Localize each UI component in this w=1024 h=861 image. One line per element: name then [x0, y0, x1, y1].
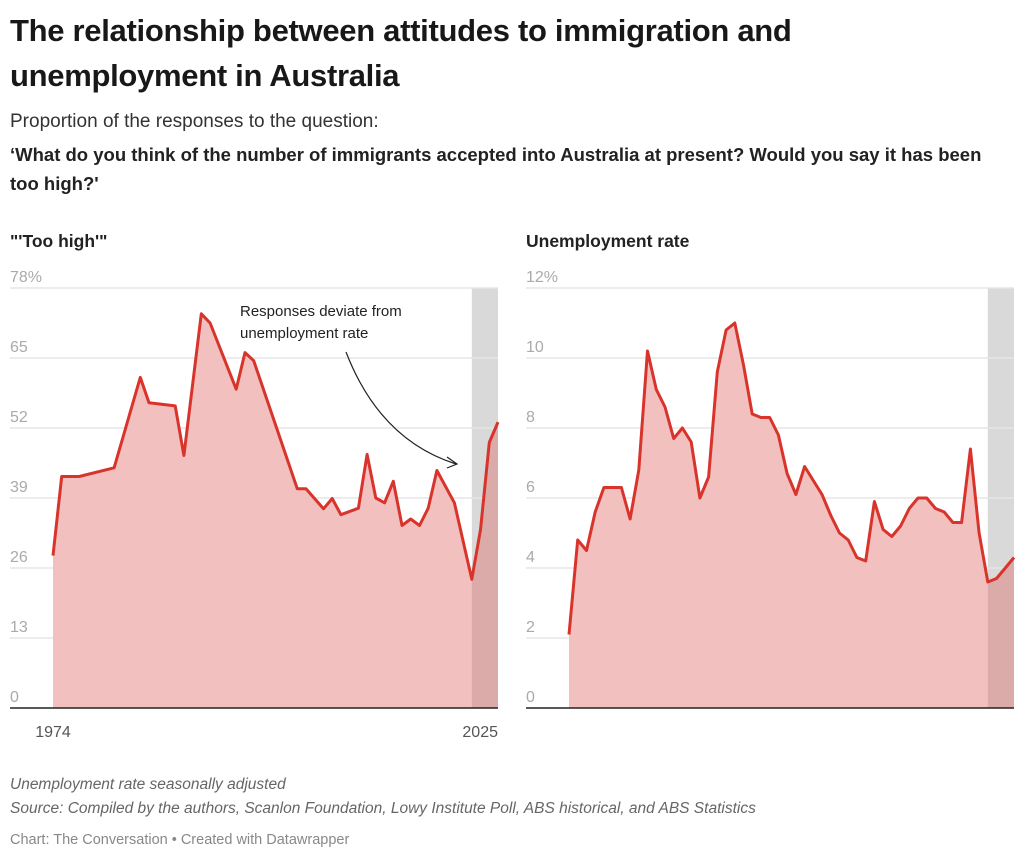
annotation-text: Responses deviate from [240, 303, 402, 320]
x-tick-label: 2025 [462, 724, 498, 741]
chart-panel-1: 0 2 4 6 8 10 12% [526, 269, 1016, 709]
y-tick-label: 0 [526, 689, 535, 706]
chart-panel-0: 0 13 26 39 52 65 78% 1974 2025 Responses deviate … [10, 269, 500, 741]
y-tick-label: 0 [10, 689, 19, 706]
y-tick-label: 39 [10, 479, 28, 496]
y-tick-label: 10 [526, 339, 544, 356]
x-tick-label: 1974 [35, 724, 71, 741]
annotation-arrow [345, 351, 457, 465]
area-fill [569, 323, 1014, 708]
y-tick-label: 26 [10, 549, 28, 566]
chart-title: The relationship between attitudes to im… [10, 13, 792, 93]
y-tick-label: 78% [10, 269, 42, 286]
y-tick-label: 12% [526, 269, 558, 286]
y-tick-label: 65 [10, 339, 28, 356]
credit-line: Chart: The Conversation • Created with D… [10, 832, 350, 848]
footnote: Unemployment rate seasonally adjusted [10, 776, 286, 793]
arrowhead-icon [446, 456, 459, 469]
area-fill [53, 313, 498, 708]
left-chart-title: "'Too high'" [10, 231, 108, 251]
y-tick-label: 52 [10, 409, 28, 426]
data-line [51, 312, 500, 581]
y-tick-label: 4 [526, 549, 535, 566]
source-note: Source: Compiled by the authors, Scanlon… [10, 800, 756, 817]
annotation-text: unemployment rate [240, 325, 368, 342]
y-tick-label: 13 [10, 619, 28, 636]
subtitle: Proportion of the responses to the quest… [10, 111, 379, 132]
right-chart-title: Unemployment rate [526, 231, 690, 251]
data-line [567, 321, 1016, 635]
subtitle-question: ‘What do you think of the number of immi… [10, 144, 982, 194]
y-tick-label: 6 [526, 479, 535, 496]
y-tick-label: 2 [526, 619, 535, 636]
y-tick-label: 8 [526, 409, 535, 426]
